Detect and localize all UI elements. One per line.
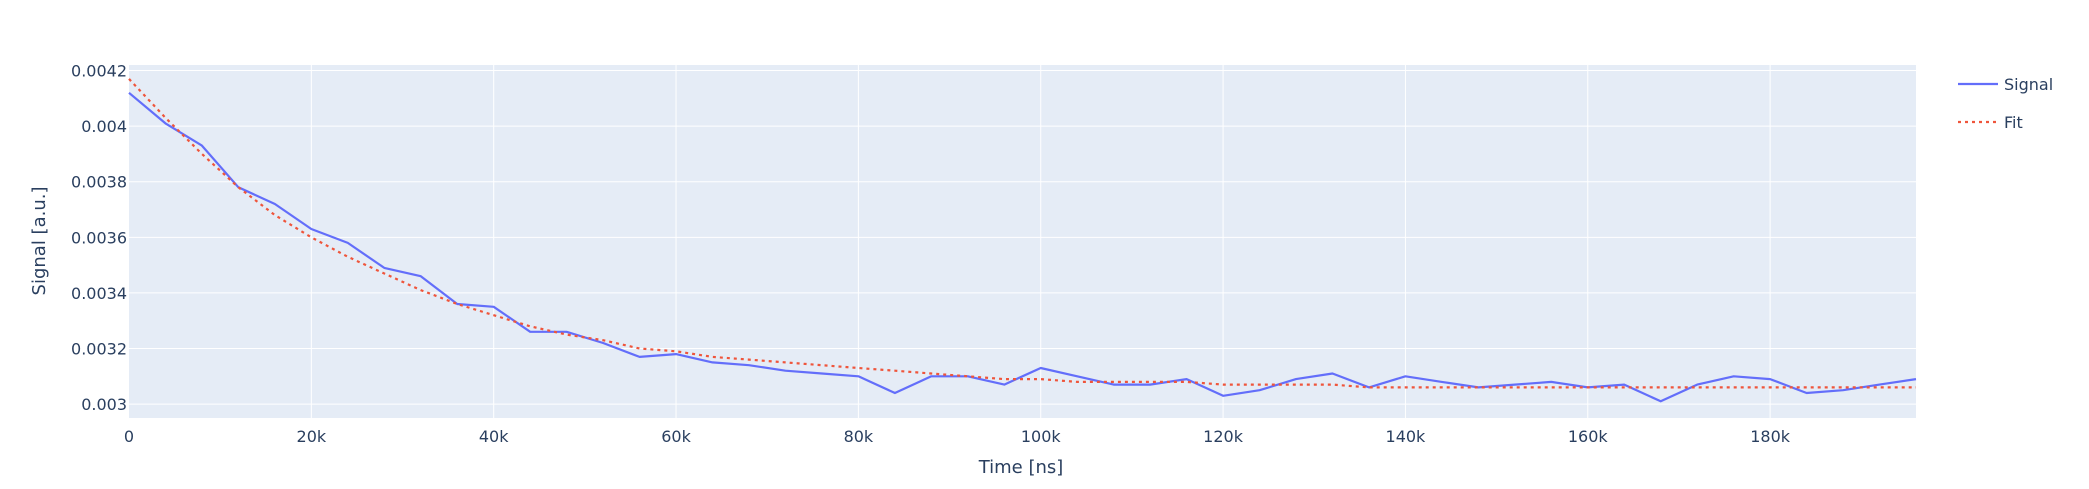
y-tick-label: 0.004	[81, 117, 127, 136]
y-tick-labels: 0.003 0.0032 0.0034 0.0036 0.0038 0.004 0.0042	[71, 62, 127, 415]
x-axis-title: Time [ns]	[978, 457, 1064, 478]
x-tick-label: 80k	[844, 427, 874, 446]
x-tick-label: 160k	[1568, 427, 1609, 446]
series-layer	[128, 78, 1917, 403]
legend: Signal Fit	[1958, 75, 2053, 132]
legend-label: Signal	[2004, 75, 2053, 94]
x-tick-label: 120k	[1203, 427, 1244, 446]
y-axis-title: Signal [a.u.]	[29, 187, 50, 296]
x-grid	[310, 65, 1771, 418]
y-tick-label: 0.0038	[71, 173, 127, 192]
series-line-signal	[128, 91, 1917, 403]
y-grid	[129, 70, 1916, 405]
y-tick-label: 0.0036	[71, 228, 127, 247]
x-tick-labels: 0 20k 40k 60k 80k 100k 120k 140k 160k 180k	[124, 427, 1791, 446]
x-tick-label: 0	[124, 427, 134, 446]
legend-label: Fit	[2004, 113, 2023, 132]
x-tick-label: 60k	[661, 427, 691, 446]
x-tick-label: 140k	[1386, 427, 1427, 446]
x-tick-label: 20k	[297, 427, 327, 446]
plot-background	[129, 65, 1916, 418]
y-tick-label: 0.0032	[71, 340, 127, 359]
series-line-fit	[128, 78, 1916, 389]
y-tick-label: 0.0042	[71, 62, 127, 81]
y-tick-label: 0.0034	[71, 284, 127, 303]
x-tick-label: 40k	[479, 427, 509, 446]
x-tick-label: 180k	[1750, 427, 1791, 446]
x-tick-label: 100k	[1021, 427, 1062, 446]
y-tick-label: 0.003	[81, 395, 127, 414]
